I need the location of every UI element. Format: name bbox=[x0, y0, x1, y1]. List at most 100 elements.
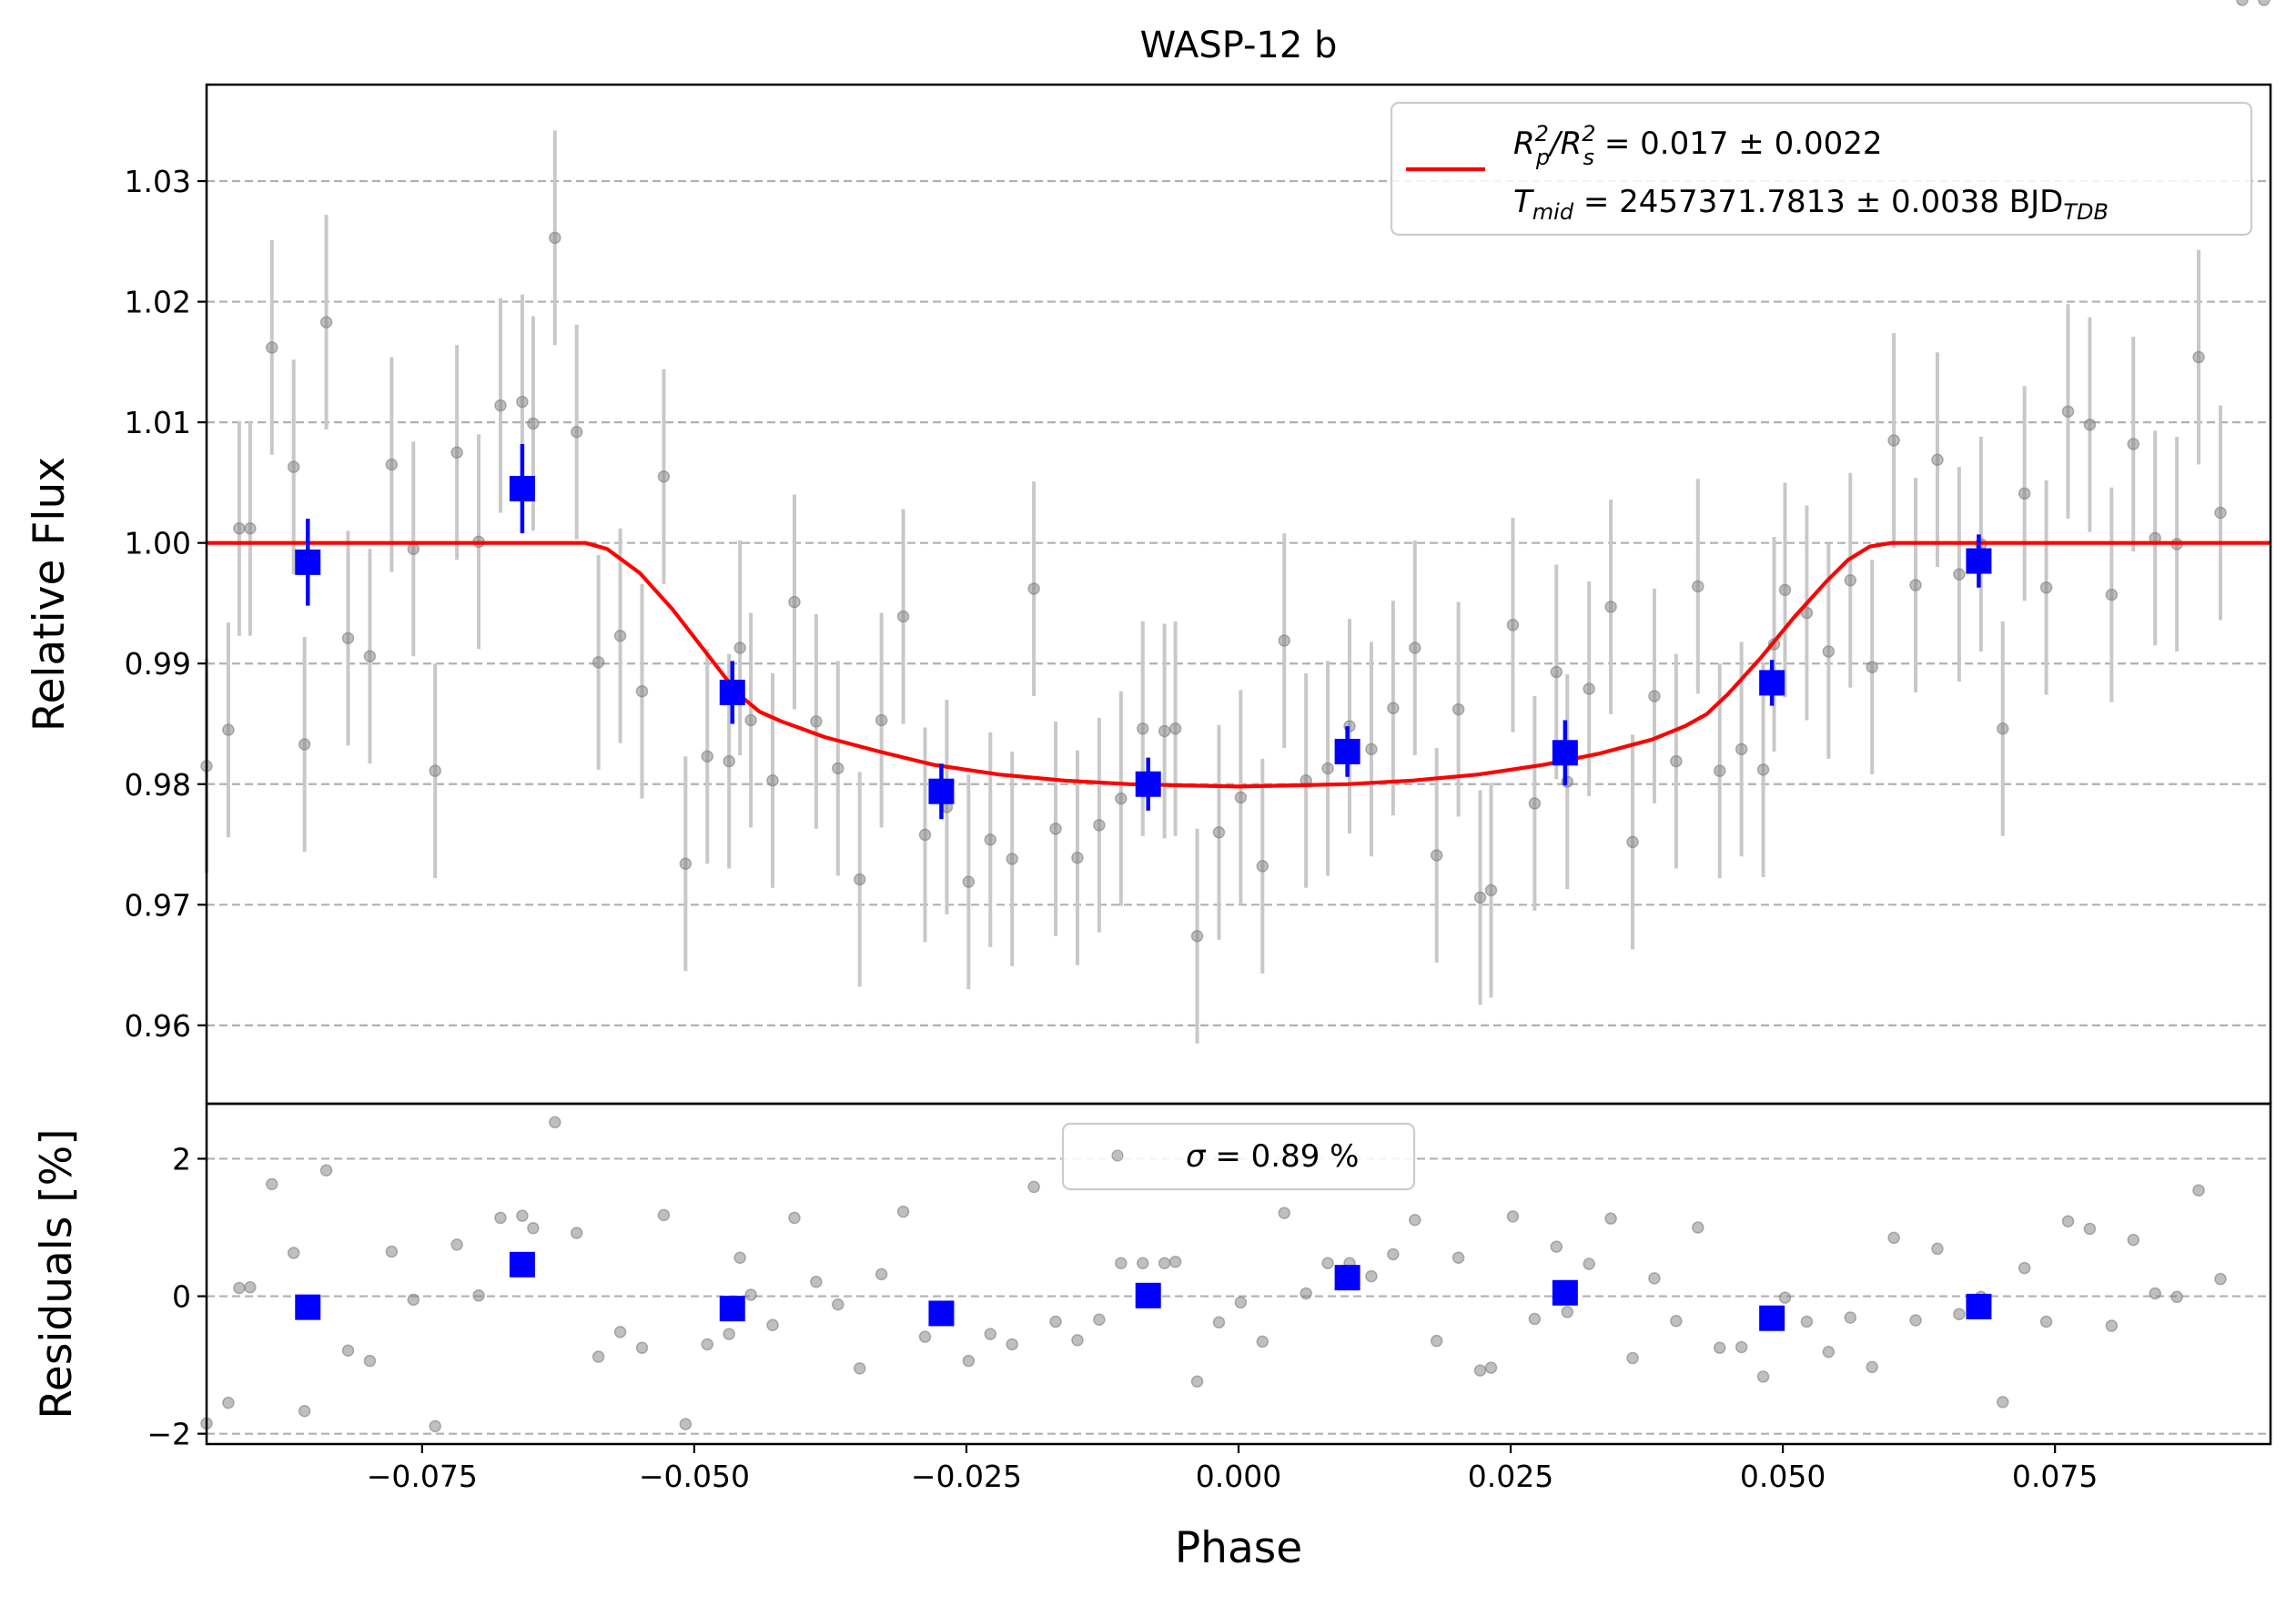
residuals-raw-point bbox=[766, 1318, 779, 1332]
residuals-raw-point bbox=[1071, 1334, 1084, 1347]
residuals-raw-point bbox=[341, 1344, 355, 1357]
residuals-raw-point bbox=[1778, 1291, 1792, 1304]
residuals-legend-box bbox=[1061, 1122, 1416, 1191]
residuals-raw-point bbox=[2061, 1215, 2075, 1227]
residuals-raw-point bbox=[613, 1326, 627, 1338]
flux-raw-point bbox=[1136, 722, 1149, 735]
flux-raw-point bbox=[679, 857, 693, 870]
flux-binned-point bbox=[509, 476, 535, 502]
flux-raw-point bbox=[244, 522, 257, 535]
residuals-binned-point bbox=[1966, 1293, 1992, 1319]
residuals-raw-point bbox=[1844, 1311, 1857, 1324]
flux-raw-point bbox=[635, 684, 649, 698]
transit-model bbox=[207, 540, 2271, 789]
residuals-raw-point bbox=[1909, 1314, 1922, 1327]
residuals-raw-point bbox=[733, 1251, 746, 1264]
flux-binned-point bbox=[1135, 771, 1161, 797]
flux-raw-point bbox=[896, 610, 910, 623]
residuals-raw-point bbox=[853, 1362, 866, 1375]
residuals-raw-point bbox=[2105, 1319, 2119, 1332]
residuals-raw-point bbox=[1158, 1257, 1171, 1270]
flux-raw-point bbox=[1484, 884, 1498, 897]
flux-raw-point bbox=[1670, 754, 1683, 768]
flux-raw-point bbox=[2192, 350, 2205, 364]
residuals-raw-point bbox=[918, 1330, 932, 1343]
flux-raw-point bbox=[516, 395, 529, 409]
flux-y-tick-label: 0.99 bbox=[125, 646, 191, 682]
flux-raw-point bbox=[1713, 764, 1726, 777]
flux-raw-point bbox=[1256, 860, 1269, 873]
legend-residual-marker bbox=[1111, 1149, 1124, 1162]
residuals-raw-point bbox=[570, 1227, 583, 1239]
residuals-binned-point bbox=[509, 1251, 535, 1278]
residuals-raw-point bbox=[701, 1338, 714, 1351]
flux-raw-point bbox=[2061, 405, 2075, 418]
flux-raw-point bbox=[1027, 582, 1040, 595]
flux-raw-point bbox=[1822, 645, 1836, 658]
flux-y-tick-label: 1.03 bbox=[125, 164, 191, 199]
residuals-raw-point bbox=[429, 1419, 441, 1433]
residuals-raw-point bbox=[2214, 1272, 2227, 1286]
flux-raw-point bbox=[363, 650, 377, 663]
flux-raw-point bbox=[570, 425, 583, 439]
residuals-raw-point bbox=[1212, 1316, 1226, 1329]
flux-raw-point bbox=[1168, 722, 1182, 735]
residuals-raw-point bbox=[896, 1205, 910, 1218]
flux-y-tick-label: 1.02 bbox=[125, 285, 191, 320]
residuals-y-axis: −2 0 2 bbox=[147, 1141, 207, 1452]
residuals-raw-point bbox=[679, 1418, 693, 1430]
residuals-raw-point bbox=[1234, 1296, 1248, 1309]
flux-axis-title: Relative Flux bbox=[25, 457, 75, 732]
flux-raw-point bbox=[527, 417, 540, 430]
residuals-raw-point bbox=[1484, 1361, 1498, 1374]
x-tick-label: 0.000 bbox=[1196, 1459, 1281, 1494]
flux-raw-point bbox=[1626, 835, 1639, 849]
flux-raw-point bbox=[1071, 851, 1084, 864]
flux-raw-point bbox=[1887, 434, 1900, 447]
flux-y-tick-label: 1.00 bbox=[125, 526, 191, 561]
flux-raw-point bbox=[1506, 619, 1520, 631]
flux-raw-point bbox=[875, 713, 888, 727]
flux-raw-point bbox=[319, 316, 333, 328]
residuals-axis-title: Residuals [%] bbox=[32, 1128, 82, 1419]
flux-raw-point bbox=[1648, 690, 1661, 702]
flux-raw-point bbox=[1158, 724, 1171, 738]
flux-raw-point bbox=[1451, 702, 1465, 716]
flux-raw-point bbox=[1953, 568, 1966, 581]
flux-raw-point bbox=[723, 754, 735, 768]
transit-model-line bbox=[207, 540, 2271, 789]
residuals-raw-point bbox=[1430, 1334, 1443, 1348]
legend-sigma: σ = 0.89 % bbox=[1186, 1138, 1359, 1175]
residuals-raw-point bbox=[2127, 1233, 2140, 1247]
legend-radius-ratio: R2 p/R2 s = 0.017 ± 0.0022 bbox=[1513, 121, 1883, 170]
flux-raw-point bbox=[984, 833, 997, 846]
residuals-raw-point bbox=[2170, 1290, 2183, 1304]
flux-raw-point bbox=[592, 656, 605, 669]
x-tick-label: −0.075 bbox=[367, 1459, 478, 1494]
residuals-raw-point bbox=[527, 1222, 540, 1235]
residuals-raw-point bbox=[549, 1116, 561, 1129]
residuals-raw-point bbox=[1866, 1360, 1878, 1374]
residuals-raw-point bbox=[1528, 1312, 1542, 1326]
flux-raw-point bbox=[733, 641, 746, 654]
residuals-raw-point bbox=[1887, 1231, 1900, 1245]
residuals-raw-point bbox=[1365, 1269, 1378, 1283]
residuals-raw-point bbox=[744, 1288, 757, 1301]
flux-raw-point bbox=[341, 631, 355, 645]
residuals-raw-point bbox=[494, 1211, 507, 1225]
residuals-raw-point bbox=[1136, 1257, 1149, 1270]
flux-raw-point bbox=[287, 460, 300, 473]
flux-raw-point bbox=[549, 231, 561, 245]
flux-raw-point bbox=[233, 522, 246, 535]
residuals-raw-point bbox=[984, 1328, 997, 1340]
residuals-raw-point bbox=[266, 1177, 278, 1191]
x-axis-title: Phase bbox=[1175, 1523, 1302, 1573]
residuals-y-tick-label: −2 bbox=[147, 1417, 191, 1452]
residuals-raw-point bbox=[962, 1354, 976, 1368]
flux-raw-point bbox=[810, 715, 823, 728]
flux-raw-point bbox=[1006, 853, 1018, 865]
flux-raw-point bbox=[407, 542, 420, 556]
flux-raw-point bbox=[744, 713, 757, 727]
flux-raw-point bbox=[1692, 580, 1704, 593]
flux-raw-point bbox=[1278, 634, 1290, 647]
